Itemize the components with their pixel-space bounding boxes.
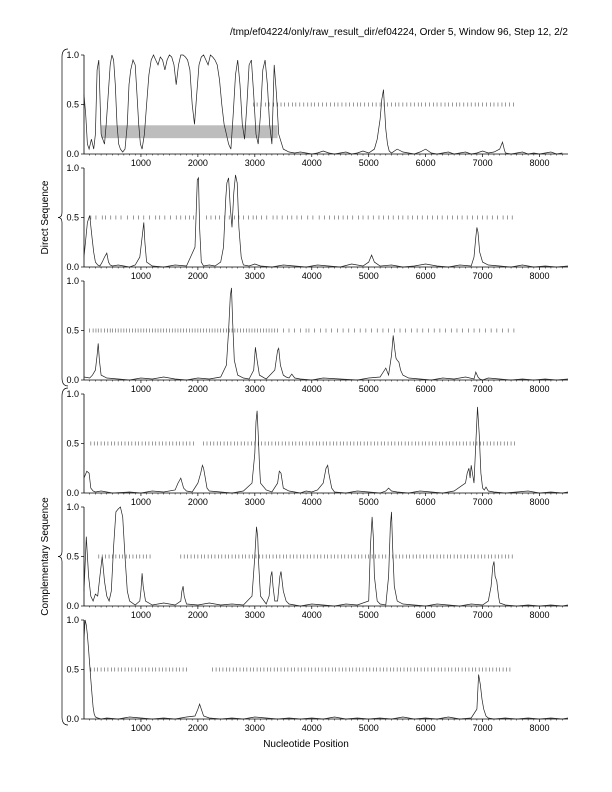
x-tick-label: 5000 (359, 158, 379, 168)
series-line (83, 174, 569, 268)
y-tick-label: 1.0 (66, 50, 79, 60)
x-tick-label: 5000 (359, 610, 379, 620)
x-tick-label: 2000 (188, 271, 208, 281)
y-tick-label: 0.5 (66, 439, 79, 449)
x-tick-label: 8000 (530, 497, 550, 507)
x-tick-label: 6000 (416, 158, 436, 168)
y-tick-label: 0.0 (66, 262, 79, 272)
x-tick-label: 4000 (302, 384, 322, 394)
x-tick-label: 3000 (245, 158, 265, 168)
group-label: Complementary Sequence (40, 497, 51, 616)
y-tick-label: 0.5 (66, 100, 79, 110)
series-line (83, 54, 563, 155)
chart-header-title: /tmp/ef04224/only/raw_result_dir/ef04224… (230, 27, 568, 38)
x-tick-label: 8000 (530, 158, 550, 168)
x-tick-label: 8000 (530, 271, 550, 281)
x-tick-label: 2000 (188, 384, 208, 394)
x-tick-label: 4000 (302, 610, 322, 620)
y-tick-label: 1.0 (66, 389, 79, 399)
panel-6: 0.0 0.5 1.0 1000 2000 3000 4000 5000 6000 7000 800… (66, 615, 569, 733)
y-tick-label: 1.0 (66, 615, 79, 625)
x-tick-label: 2000 (188, 610, 208, 620)
x-tick-label: 6000 (416, 610, 436, 620)
series-line (83, 406, 569, 494)
x-tick-label: 4000 (302, 723, 322, 733)
y-tick-label: 0.5 (66, 213, 79, 223)
x-tick-label: 7000 (473, 497, 493, 507)
x-tick-label: 6000 (416, 271, 436, 281)
x-tick-label: 6000 (416, 723, 436, 733)
x-tick-label: 1000 (131, 384, 151, 394)
x-tick-label: 7000 (473, 723, 493, 733)
x-tick-label: 5000 (359, 723, 379, 733)
panel-5: 0.0 0.5 1.0 1000 2000 3000 4000 5000 6000 7000 800… (66, 502, 569, 620)
x-tick-label: 5000 (359, 384, 379, 394)
panel-1: 0.0 0.5 1.0 1000 2000 3000 4000 5000 6000 7000 800… (66, 50, 568, 168)
group-bracket (57, 387, 69, 726)
x-axis-label: Nucleotide Position (263, 739, 349, 750)
y-tick-label: 0.0 (66, 714, 79, 724)
x-tick-label: 6000 (416, 497, 436, 507)
series-line (83, 506, 569, 607)
panel-3: 0.0 0.5 1.0 1000 2000 3000 4000 5000 6000 7000 800… (66, 276, 569, 394)
panel-4: 0.0 0.5 1.0 1000 2000 3000 4000 5000 6000 7000 800… (66, 389, 569, 507)
x-tick-label: 7000 (473, 271, 493, 281)
x-tick-label: 1000 (131, 497, 151, 507)
x-tick-label: 1000 (131, 723, 151, 733)
x-tick-label: 3000 (245, 497, 265, 507)
x-tick-label: 5000 (359, 271, 379, 281)
x-tick-label: 2000 (188, 497, 208, 507)
x-tick-label: 8000 (530, 384, 550, 394)
y-tick-label: 1.0 (66, 163, 79, 173)
x-tick-label: 1000 (131, 158, 151, 168)
x-tick-label: 6000 (416, 384, 436, 394)
y-tick-label: 1.0 (66, 502, 79, 512)
highlight-band (101, 125, 278, 139)
series-line (83, 619, 569, 720)
series-line (83, 287, 569, 381)
y-tick-label: 1.0 (66, 276, 79, 286)
x-tick-label: 3000 (245, 271, 265, 281)
x-tick-label: 4000 (302, 158, 322, 168)
x-tick-label: 2000 (188, 158, 208, 168)
y-tick-label: 0.0 (66, 149, 79, 159)
y-tick-label: 0.5 (66, 665, 79, 675)
x-tick-label: 3000 (245, 384, 265, 394)
x-tick-label: 1000 (131, 610, 151, 620)
x-tick-label: 7000 (473, 384, 493, 394)
group-label: Direct Sequence (40, 180, 51, 254)
y-tick-label: 0.5 (66, 552, 79, 562)
group-bracket (57, 48, 69, 387)
x-tick-label: 7000 (473, 158, 493, 168)
x-tick-label: 1000 (131, 271, 151, 281)
y-tick-label: 0.0 (66, 601, 79, 611)
x-tick-label: 5000 (359, 497, 379, 507)
panel-2: 0.0 0.5 1.0 1000 2000 3000 4000 5000 6000 7000 800… (66, 163, 569, 281)
x-tick-label: 8000 (530, 610, 550, 620)
x-tick-label: 7000 (473, 610, 493, 620)
x-tick-label: 4000 (302, 271, 322, 281)
x-tick-label: 4000 (302, 497, 322, 507)
x-tick-label: 2000 (188, 723, 208, 733)
y-tick-label: 0.0 (66, 375, 79, 385)
y-tick-label: 0.5 (66, 326, 79, 336)
x-tick-label: 8000 (530, 723, 550, 733)
x-tick-label: 3000 (245, 610, 265, 620)
y-tick-label: 0.0 (66, 488, 79, 498)
x-tick-label: 3000 (245, 723, 265, 733)
